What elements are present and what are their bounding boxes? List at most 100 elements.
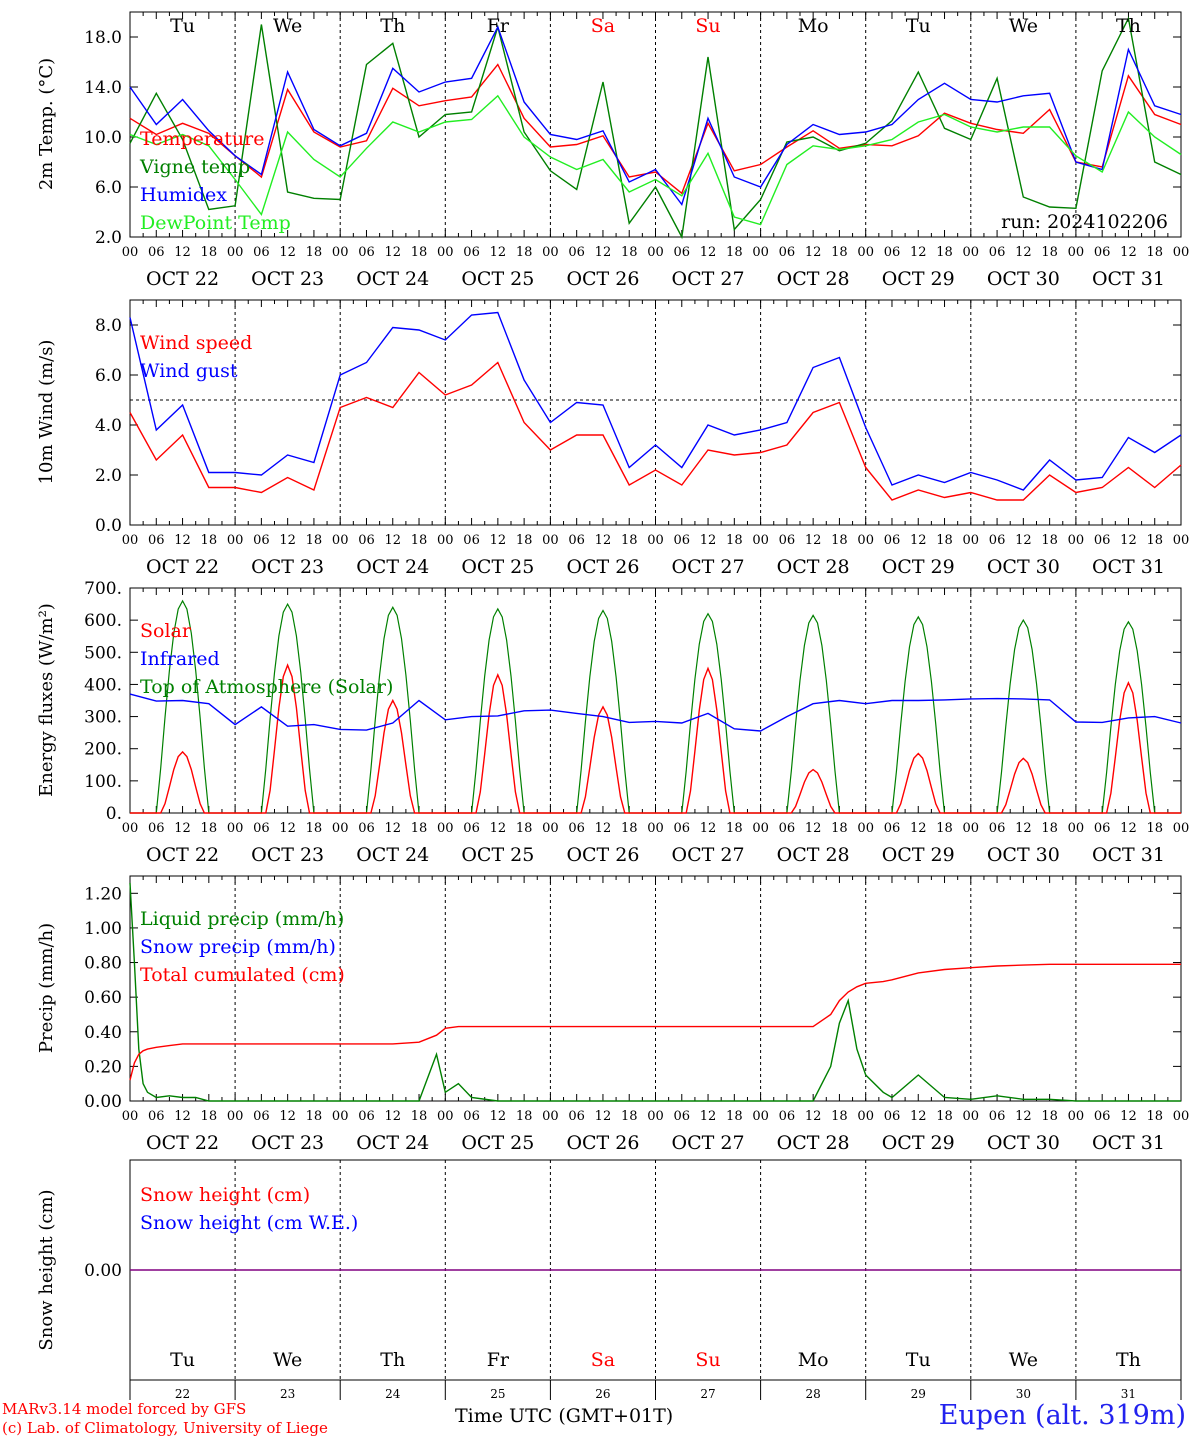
hour-label: 00 xyxy=(122,821,139,836)
weekday-label: Sa xyxy=(591,15,615,37)
date-label: OCT 27 xyxy=(672,268,745,290)
hour-label: 00 xyxy=(963,821,980,836)
hour-label: 00 xyxy=(227,533,244,548)
hour-label: 00 xyxy=(752,533,769,548)
date-label: OCT 24 xyxy=(356,556,429,578)
legend-entry: Wind speed xyxy=(140,332,252,354)
date-label: OCT 22 xyxy=(146,844,219,866)
date-label: OCT 28 xyxy=(777,1132,850,1154)
hour-label: 12 xyxy=(384,533,401,548)
day-number-label: 26 xyxy=(595,1387,610,1401)
y-axis-label: 10m Wind (m/s) xyxy=(36,340,57,485)
panel-frame xyxy=(129,299,1182,526)
weekday-label: Th xyxy=(1116,1349,1141,1371)
date-label: OCT 22 xyxy=(146,268,219,290)
hour-label: 12 xyxy=(1120,533,1137,548)
hour-label: 12 xyxy=(490,1109,507,1124)
y-tick-label: 100. xyxy=(84,772,122,792)
date-label: OCT 23 xyxy=(251,268,324,290)
hour-label: 06 xyxy=(253,1109,270,1124)
hour-label: 06 xyxy=(148,1109,165,1124)
hour-label: 06 xyxy=(1094,821,1111,836)
hour-label: 18 xyxy=(621,245,638,260)
hour-label: 06 xyxy=(779,533,796,548)
day-number-label: 25 xyxy=(490,1387,505,1401)
hour-label: 00 xyxy=(542,821,559,836)
hour-label: 12 xyxy=(910,533,927,548)
weekday-label: Sa xyxy=(591,1349,615,1371)
date-label: OCT 31 xyxy=(1092,556,1165,578)
hour-label: 18 xyxy=(306,1109,323,1124)
hour-label: 18 xyxy=(516,245,533,260)
hour-label: 00 xyxy=(437,1109,454,1124)
hour-label: 00 xyxy=(1173,1109,1190,1124)
y-tick-label: 6.0 xyxy=(95,178,122,198)
hour-label: 06 xyxy=(989,533,1006,548)
hour-label: 06 xyxy=(884,533,901,548)
hour-label: 18 xyxy=(1146,821,1163,836)
y-tick-label: 600. xyxy=(84,611,122,631)
hour-label: 00 xyxy=(647,533,664,548)
weekday-label: Fr xyxy=(487,15,510,37)
date-label: OCT 25 xyxy=(461,1132,534,1154)
weekday-label: Tu xyxy=(170,1349,195,1371)
y-tick-label: 700. xyxy=(84,579,122,599)
series-line-liquid-precip-mm-h- xyxy=(129,882,1181,1102)
hour-label: 06 xyxy=(674,533,691,548)
hour-label: 00 xyxy=(1173,533,1190,548)
hour-label: 00 xyxy=(542,1109,559,1124)
legend-entry: DewPoint Temp xyxy=(140,212,291,234)
day-number-label: 24 xyxy=(385,1387,401,1401)
y-tick-label: 10.0 xyxy=(84,128,122,148)
hour-label: 06 xyxy=(568,821,585,836)
hour-label: 18 xyxy=(516,1109,533,1124)
legend-entry: Vigne temp xyxy=(139,156,250,178)
hour-label: 00 xyxy=(963,1109,980,1124)
hour-label: 18 xyxy=(201,533,218,548)
hour-label: 18 xyxy=(306,533,323,548)
hour-label: 18 xyxy=(1041,533,1058,548)
y-tick-label: 6.0 xyxy=(95,366,122,386)
hour-label: 12 xyxy=(700,533,717,548)
date-label: OCT 22 xyxy=(146,556,219,578)
hour-label: 00 xyxy=(332,245,349,260)
weekday-label: Tu xyxy=(170,15,195,37)
y-tick-label: 0.80 xyxy=(84,954,122,974)
hour-label: 00 xyxy=(1068,1109,1085,1124)
hour-label: 00 xyxy=(857,1109,874,1124)
hour-label: 18 xyxy=(411,1109,428,1124)
date-label: OCT 24 xyxy=(356,268,429,290)
hour-label: 12 xyxy=(490,533,507,548)
hour-label: 12 xyxy=(910,821,927,836)
weekday-label: Th xyxy=(380,15,405,37)
weekday-label: Fr xyxy=(487,1349,510,1371)
legend-entry: Total cumulated (cm) xyxy=(140,964,345,986)
hour-label: 00 xyxy=(542,245,559,260)
weekday-label: Su xyxy=(695,15,720,37)
hour-label: 00 xyxy=(647,821,664,836)
hour-label: 12 xyxy=(595,245,612,260)
hour-label: 06 xyxy=(779,245,796,260)
hour-label: 00 xyxy=(437,821,454,836)
weekday-label: Mo xyxy=(798,15,829,37)
hour-label: 12 xyxy=(910,245,927,260)
hour-label: 00 xyxy=(857,533,874,548)
hour-label: 06 xyxy=(253,533,270,548)
hour-label: 12 xyxy=(1015,245,1032,260)
hour-label: 00 xyxy=(437,533,454,548)
y-tick-label: 8.0 xyxy=(95,316,122,336)
hour-label: 12 xyxy=(1120,245,1137,260)
y-axis-label: 2m Temp. (°C) xyxy=(36,58,57,190)
day-number-label: 27 xyxy=(700,1387,715,1401)
legend-entry: Snow height (cm) xyxy=(140,1184,310,1206)
legend-entry: Liquid precip (mm/h) xyxy=(140,908,344,930)
hour-label: 06 xyxy=(989,1109,1006,1124)
date-label: OCT 30 xyxy=(987,1132,1060,1154)
y-tick-label: 0.60 xyxy=(84,988,122,1008)
hour-label: 12 xyxy=(1120,1109,1137,1124)
hour-label: 06 xyxy=(358,1109,375,1124)
hour-label: 18 xyxy=(411,821,428,836)
hour-label: 06 xyxy=(884,1109,901,1124)
date-label: OCT 23 xyxy=(251,556,324,578)
hour-label: 00 xyxy=(647,1109,664,1124)
